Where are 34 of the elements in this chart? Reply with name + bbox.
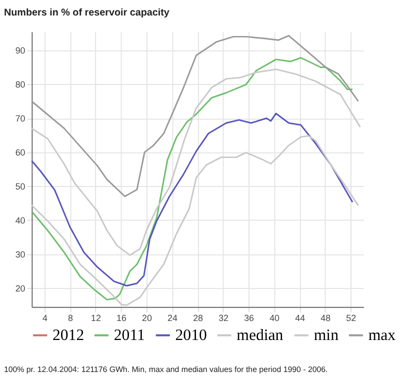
x-tick-label: 48 — [320, 313, 331, 324]
y-tick-label: 30 — [15, 250, 26, 260]
line-series — [30, 68, 361, 256]
legend-label: 2011 — [114, 327, 145, 344]
x-tick-label: 28 — [193, 313, 204, 324]
x-tick-label: 8 — [68, 313, 73, 324]
x-tick-label: 36 — [244, 313, 254, 324]
legend-label: max — [368, 327, 396, 344]
x-tick-label: 20 — [142, 313, 152, 324]
y-tick-label: 50 — [15, 182, 26, 192]
x-tick-label: 24 — [168, 313, 178, 324]
x-tick-label: 4 — [42, 313, 48, 324]
y-tick-label: 70 — [15, 114, 26, 124]
x-tick-label: 44 — [295, 313, 306, 324]
y-tick-label: 20 — [15, 284, 26, 294]
x-tick-label: 40 — [270, 313, 280, 324]
legend-label: min — [314, 327, 339, 344]
line-series — [30, 112, 354, 287]
text: 100% pr. 12.04.2004: 121176 GWh. Min, max and median values for the period 1990 - 2006. — [4, 365, 328, 374]
line-series — [30, 34, 360, 198]
legend-label: 2012 — [52, 327, 84, 344]
y-tick-label: 40 — [15, 216, 26, 226]
y-tick-label: 60 — [15, 148, 26, 158]
chart-title: Numbers in % of reservoir capacity — [4, 8, 170, 19]
x-tick-label: 32 — [218, 313, 229, 324]
legend-label: 2010 — [175, 327, 207, 344]
x-tick-label: 52 — [346, 313, 356, 324]
y-tick-label: 80 — [15, 80, 26, 90]
y-tick-label: 90 — [15, 46, 26, 56]
line-series — [30, 57, 354, 300]
line-series — [30, 135, 360, 306]
x-tick-label: 16 — [116, 313, 126, 324]
x-tick-label: 12 — [91, 313, 101, 324]
legend-label: median — [236, 327, 284, 344]
